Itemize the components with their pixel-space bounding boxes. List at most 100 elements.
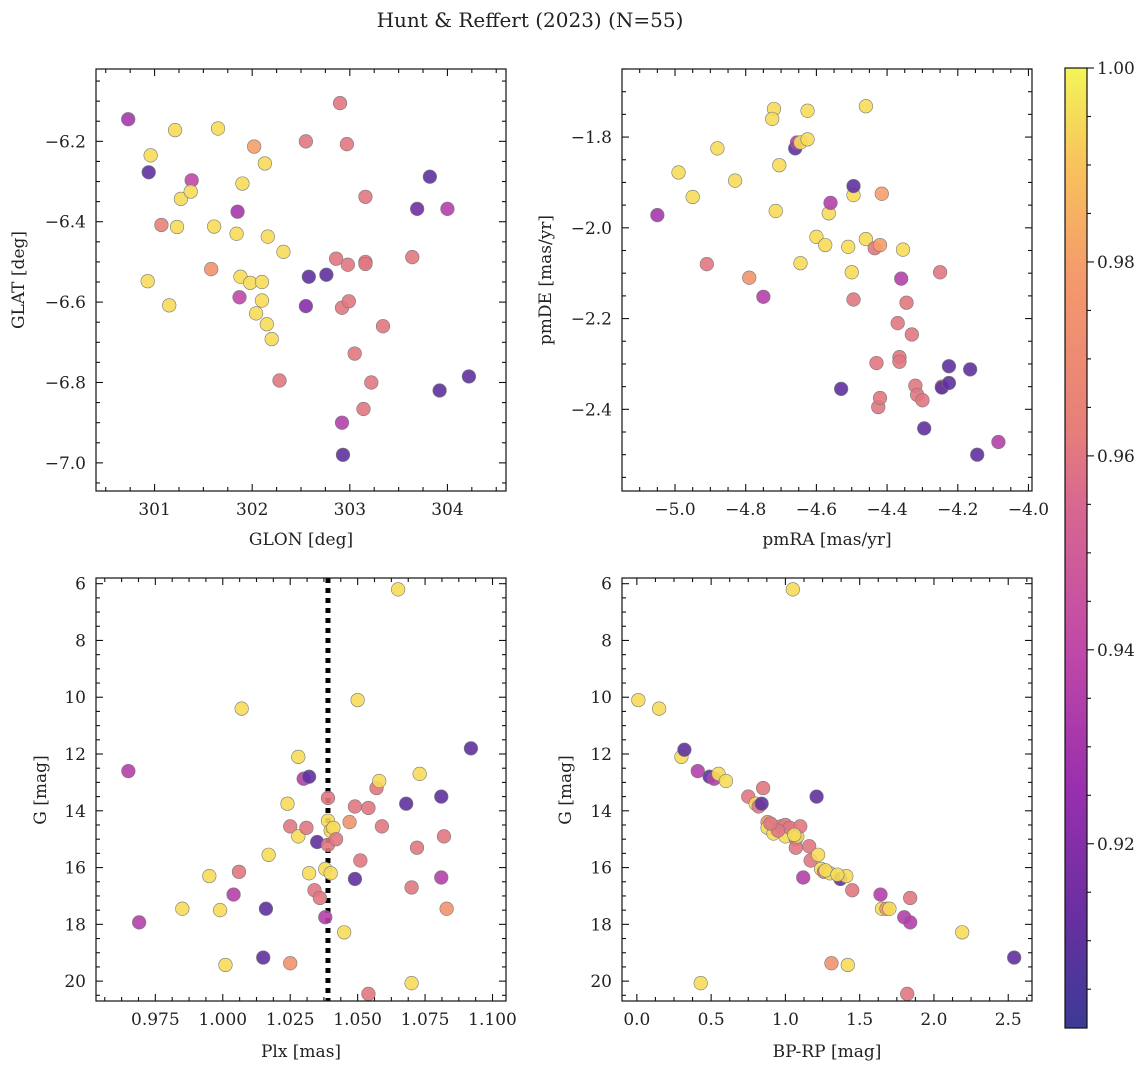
data-point (756, 780, 771, 796)
data-point (319, 267, 334, 282)
x-tick-label: −4.6 (796, 500, 837, 520)
data-point (436, 829, 452, 844)
data-point (955, 925, 970, 940)
data-point (434, 789, 449, 804)
data-point (903, 890, 918, 906)
y-tick-label: 6 (601, 575, 612, 595)
y-tick-label: −6.6 (45, 293, 86, 313)
data-point (301, 769, 317, 784)
y-tick-label: 18 (64, 915, 86, 935)
panel-bprp-g: BP-RP [mag] G [mag] 0.0 0.5 1.0 1.5 2.0 2.5 6 8… (556, 575, 1033, 1062)
data-point (257, 156, 272, 171)
y-tick-label: 8 (601, 631, 612, 651)
data-point (301, 269, 316, 284)
data-point (276, 244, 291, 259)
data-point (699, 257, 714, 272)
data-point (358, 189, 373, 204)
axes-frame (621, 68, 1033, 492)
data-point (917, 421, 932, 436)
data-point (329, 251, 344, 266)
panel-glon-glat: GLON [deg] GLAT [deg] 301 302 303 304 −6.2 −6… (9, 68, 507, 550)
x-tick-label: 0.5 (698, 1010, 725, 1030)
data-point (823, 195, 838, 210)
axes-frame (95, 577, 507, 1002)
data-point (830, 867, 845, 882)
data-point (254, 274, 270, 290)
data-point (440, 201, 455, 216)
data-point (335, 447, 351, 462)
data-point (121, 763, 136, 779)
x-tick-label: 303 (334, 500, 366, 520)
x-tick-label: 2.0 (920, 1010, 947, 1030)
data-point (347, 346, 362, 361)
data-point (754, 796, 769, 811)
data-point (375, 319, 391, 334)
data-point (328, 832, 344, 847)
y-tick-label: 16 (64, 859, 86, 879)
data-point (810, 847, 826, 862)
data-point (846, 178, 861, 194)
data-point (259, 317, 274, 332)
data-point (140, 274, 155, 289)
data-point (899, 295, 914, 310)
data-point (463, 741, 479, 756)
data-point (728, 173, 743, 188)
data-point (226, 887, 241, 902)
data-point (800, 132, 815, 147)
data-point (765, 111, 780, 127)
data-point (283, 956, 298, 971)
colorbar-tick-label: 0.96 (1097, 447, 1135, 467)
y-tick-label: −6.2 (45, 132, 86, 152)
data-point (461, 369, 477, 384)
data-point (845, 883, 860, 898)
data-point (409, 840, 425, 855)
data-point (229, 226, 244, 241)
x-tick-label: 2.5 (995, 1010, 1022, 1030)
y-tick-label: 20 (590, 972, 612, 992)
data-point (175, 901, 190, 916)
data-point (892, 354, 907, 369)
y-tick-label: 14 (590, 802, 612, 822)
data-point (824, 956, 839, 971)
data-point (374, 819, 390, 834)
data-point (869, 355, 884, 371)
panel-pmra-pmde: pmRA [mas/yr] pmDE [mas/yr] −5.0 −4.8 −4.6… (536, 68, 1049, 550)
data-point (264, 331, 279, 347)
data-point (162, 298, 177, 313)
data-point (350, 692, 365, 708)
data-point (301, 866, 317, 881)
x-tick-label: 301 (138, 500, 170, 520)
data-point (432, 383, 447, 398)
data-point (261, 847, 276, 862)
data-point (332, 96, 348, 111)
data-point (690, 763, 705, 779)
data-point (677, 742, 692, 757)
data-point (291, 749, 306, 764)
data-point (218, 957, 233, 973)
data-point (685, 189, 700, 205)
data-point (183, 184, 198, 199)
y-tick-label: 20 (64, 972, 86, 992)
data-point (693, 976, 708, 991)
data-point (404, 880, 419, 895)
x-tick-label: −4.0 (1008, 500, 1049, 520)
data-point (796, 870, 811, 885)
data-point (785, 582, 800, 597)
data-point (337, 925, 352, 940)
y-tick-label: −1.8 (571, 128, 612, 148)
data-point (671, 165, 686, 180)
y-tick-label: 16 (590, 859, 612, 879)
data-point (399, 796, 414, 811)
data-point (904, 327, 919, 342)
x-tick-label: 1.075 (401, 1010, 450, 1030)
x-tick-label: 304 (431, 500, 463, 520)
data-point (154, 217, 169, 233)
data-point (809, 789, 824, 804)
data-point (132, 915, 147, 930)
data-point (298, 134, 313, 149)
data-point (358, 256, 373, 272)
data-point (361, 986, 376, 1002)
data-point (874, 186, 889, 201)
data-point (894, 271, 909, 286)
